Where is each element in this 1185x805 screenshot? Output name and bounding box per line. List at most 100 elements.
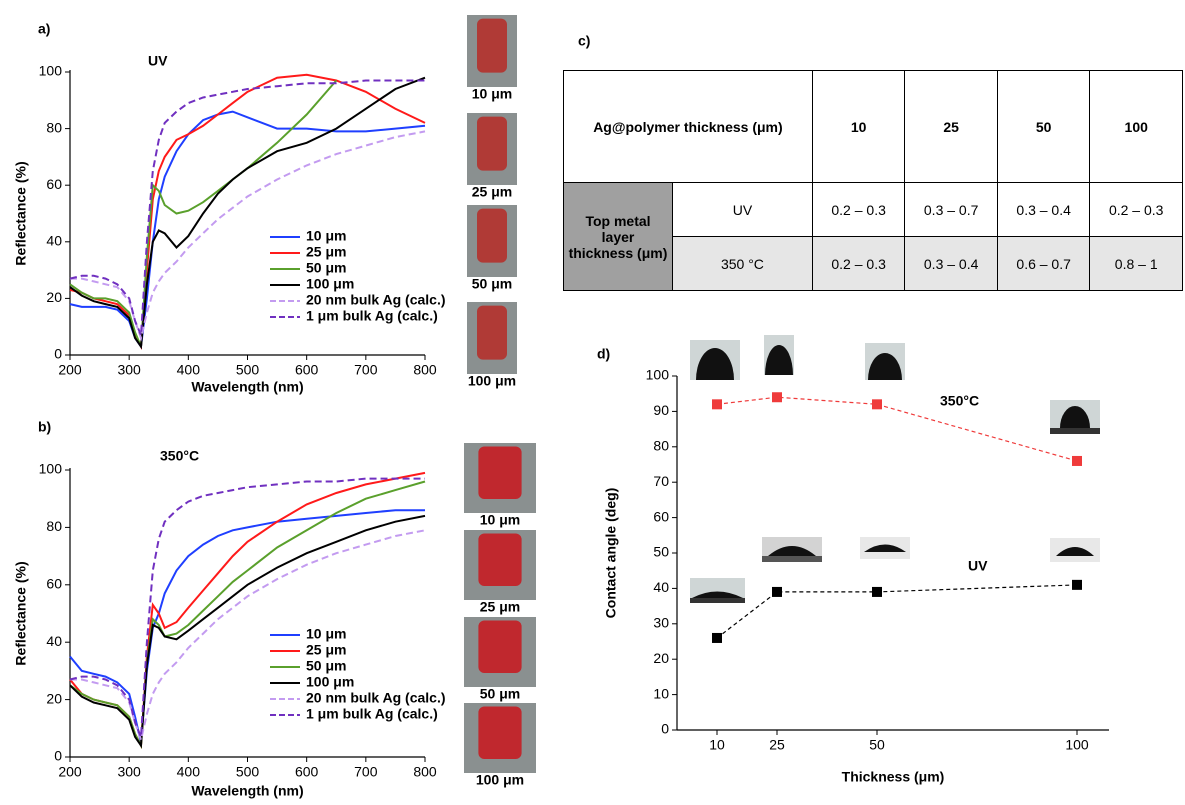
marker xyxy=(1072,579,1082,590)
table-cell: 0.6 – 0.7 xyxy=(996,236,1091,291)
y-tick-label: 100 xyxy=(646,367,670,383)
y-tick-label: 0 xyxy=(54,748,62,764)
table-cell: 0.2 – 0.3 xyxy=(811,236,906,291)
series-line xyxy=(716,396,1078,462)
y-axis-label: Reflectance (%) xyxy=(13,161,29,265)
y-tick-label: 60 xyxy=(653,508,669,524)
legend-label: 25 μm xyxy=(306,642,346,658)
series-line xyxy=(69,79,425,336)
y-tick-label: 40 xyxy=(46,233,62,249)
table-header: 100 xyxy=(1089,70,1183,183)
x-tick-label: 700 xyxy=(354,764,378,780)
sample-photo-object xyxy=(478,706,522,759)
panel-label: c) xyxy=(578,33,590,49)
marker xyxy=(772,586,782,597)
photo-caption: 100 μm xyxy=(468,373,516,389)
x-tick-label: 300 xyxy=(117,764,141,780)
table-cell: UV xyxy=(672,182,813,237)
droplet-images xyxy=(690,335,1100,603)
table-cell: 0.8 – 1 xyxy=(1089,236,1183,291)
legend-label: 1 μm bulk Ag (calc.) xyxy=(306,308,438,324)
x-tick-label: 800 xyxy=(413,362,437,378)
legend-label: 50 μm xyxy=(306,658,346,674)
x-tick-label: 800 xyxy=(413,764,437,780)
y-tick-label: 30 xyxy=(653,615,669,631)
y-tick-label: 60 xyxy=(46,576,62,592)
y-tick-label: 100 xyxy=(39,461,63,477)
row-header: Top metal layer thickness (μm) xyxy=(563,182,673,291)
series-line xyxy=(69,110,426,350)
series-line xyxy=(70,130,426,342)
y-tick-label: 0 xyxy=(54,346,62,362)
series-line xyxy=(69,514,426,749)
data-table: Ag@polymer thickness (μm) 10 25 50 100 T… xyxy=(563,70,1183,291)
table-header: 25 xyxy=(904,70,998,183)
legend-label: 100 μm xyxy=(306,674,354,690)
y-tick-label: 40 xyxy=(46,633,62,649)
x-tick-label: 600 xyxy=(295,764,319,780)
legend-label: 10 μm xyxy=(306,228,346,244)
x-tick-label: 10 xyxy=(709,737,725,753)
x-tick-label: 500 xyxy=(236,362,260,378)
y-tick-label: 0 xyxy=(661,721,669,737)
y-tick-label: 80 xyxy=(46,518,62,534)
table-cell: 350 °C xyxy=(672,236,813,291)
legend-label: 100 μm xyxy=(306,276,354,292)
series-line xyxy=(69,480,426,750)
panel-label: a) xyxy=(38,21,50,37)
series-line xyxy=(69,76,426,350)
y-tick-label: 70 xyxy=(653,473,669,489)
x-axis-label: Wavelength (nm) xyxy=(191,783,303,799)
photo-caption: 10 μm xyxy=(472,86,512,102)
table-cell: 0.3 – 0.7 xyxy=(904,182,998,237)
series-line xyxy=(69,477,425,738)
legend-label: 1 μm bulk Ag (calc.) xyxy=(306,706,438,722)
y-tick-label: 80 xyxy=(46,119,62,135)
photo-caption: 25 μm xyxy=(480,599,520,615)
x-tick-label: 300 xyxy=(117,362,141,378)
table-header: Ag@polymer thickness (μm) xyxy=(563,70,813,183)
legend-label: 10 μm xyxy=(306,626,346,642)
photo-caption: 25 μm xyxy=(472,184,512,200)
photo-caption: 50 μm xyxy=(472,276,512,292)
series-label: UV xyxy=(968,558,988,574)
legend-label: 20 nm bulk Ag (calc.) xyxy=(306,690,446,706)
x-tick-label: 200 xyxy=(58,362,82,378)
x-tick-label: 400 xyxy=(177,362,201,378)
x-axis-label: Thickness (μm) xyxy=(842,769,945,785)
panel-label: d) xyxy=(597,346,610,362)
sample-photo-object xyxy=(478,620,522,673)
series-line xyxy=(69,509,425,743)
y-tick-label: 80 xyxy=(653,438,669,454)
y-tick-label: 60 xyxy=(46,176,62,192)
photo-caption: 100 μm xyxy=(476,772,524,788)
annotation: UV xyxy=(148,53,168,69)
table-cell: 0.2 – 0.3 xyxy=(1089,182,1183,237)
x-tick-label: 50 xyxy=(869,737,885,753)
y-tick-label: 40 xyxy=(653,579,669,595)
marker xyxy=(772,392,782,403)
x-axis-label: Wavelength (nm) xyxy=(191,379,303,395)
series-line xyxy=(70,529,426,744)
sample-photo-object xyxy=(477,208,507,263)
y-tick-label: 100 xyxy=(39,63,63,79)
legend-label: 50 μm xyxy=(306,260,346,276)
series-line xyxy=(716,584,1078,639)
y-tick-label: 20 xyxy=(46,289,62,305)
legend-label: 20 nm bulk Ag (calc.) xyxy=(306,292,446,308)
sample-photo-object xyxy=(477,18,507,73)
y-tick-label: 20 xyxy=(653,650,669,666)
marker xyxy=(712,399,722,410)
table-header: 50 xyxy=(996,70,1091,183)
x-tick-label: 200 xyxy=(58,764,82,780)
series-line xyxy=(69,73,426,351)
annotation: 350°C xyxy=(160,448,199,464)
y-tick-label: 50 xyxy=(653,544,669,560)
marker xyxy=(712,632,722,643)
table-cell: 0.2 – 0.3 xyxy=(811,182,906,237)
x-tick-label: 500 xyxy=(236,764,260,780)
marker xyxy=(872,399,882,410)
x-tick-label: 600 xyxy=(295,362,319,378)
sample-photo-object xyxy=(477,305,507,360)
